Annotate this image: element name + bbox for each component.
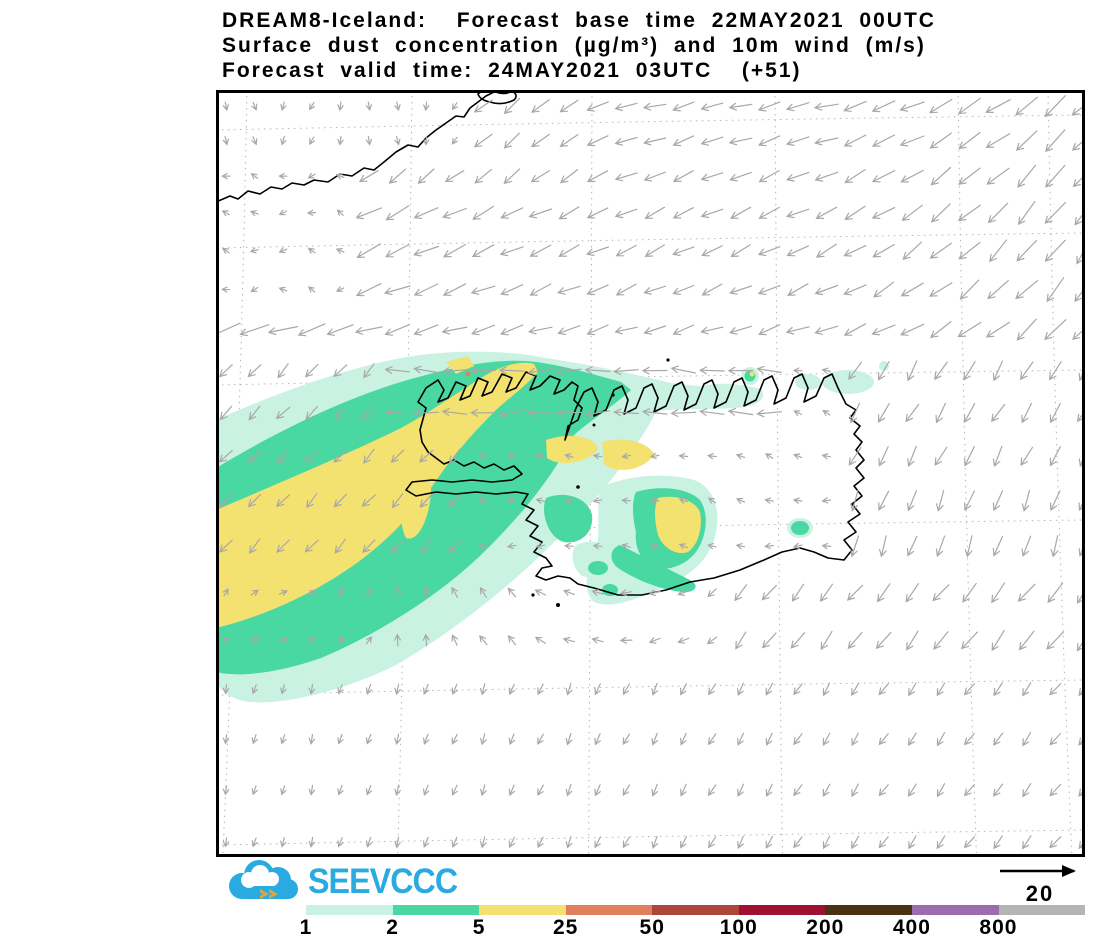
colorbar-segment <box>306 905 393 915</box>
colorbar-tick-label: 800 <box>979 916 1018 939</box>
colorbar-tick-label: 50 <box>639 916 665 939</box>
wind-vectors-layer <box>216 95 1085 850</box>
logo-text: SEEVCCC <box>308 862 458 901</box>
map-canvas <box>216 90 1085 857</box>
colorbar-labels: 1 2 5 25 50 100 200 400 800 <box>300 916 1085 942</box>
colorbar-tick-label: 100 <box>719 916 758 939</box>
title-line-1: DREAM8-Iceland: Forecast base time 22MAY… <box>222 9 936 32</box>
colorbar-tick-label: 2 <box>386 916 399 939</box>
chevron-icon <box>260 889 269 899</box>
concentration-colorbar <box>306 905 1086 915</box>
colorbar-tick-label: 200 <box>806 916 845 939</box>
colorbar-segment <box>652 905 739 915</box>
cloud-icon <box>229 860 298 899</box>
colorbar-segment <box>479 905 566 915</box>
colorbar-segment <box>911 905 999 915</box>
colorbar-tick-label: 25 <box>552 916 579 939</box>
seevccc-logo: SEEVCCC <box>222 858 470 906</box>
title-line-2: Surface dust concentration (µg/m³) and 1… <box>222 34 926 57</box>
forecast-map <box>216 90 1085 857</box>
colorbar-segment <box>565 905 653 915</box>
colorbar-segment <box>738 905 826 915</box>
dust-concentration-layer <box>216 351 889 703</box>
colorbar-segment <box>392 905 480 915</box>
colorbar-segment <box>998 905 1086 915</box>
colorbar-segment <box>825 905 912 915</box>
colorbar-tick-label: 1 <box>299 916 313 939</box>
colorbar-tick-label: 400 <box>892 916 931 939</box>
wind-reference: 20 <box>998 862 1082 907</box>
chevron-icon <box>269 889 278 899</box>
wind-reference-label: 20 <box>1025 881 1055 906</box>
title-block: DREAM8-Iceland: Forecast base time 22MAY… <box>222 8 936 83</box>
map-border <box>216 90 1085 857</box>
title-line-3: Forecast valid time: 24MAY2021 03UTC (+5… <box>222 59 802 82</box>
colorbar-tick-label: 5 <box>472 916 486 939</box>
wind-reference-arrow-icon <box>1000 865 1076 877</box>
